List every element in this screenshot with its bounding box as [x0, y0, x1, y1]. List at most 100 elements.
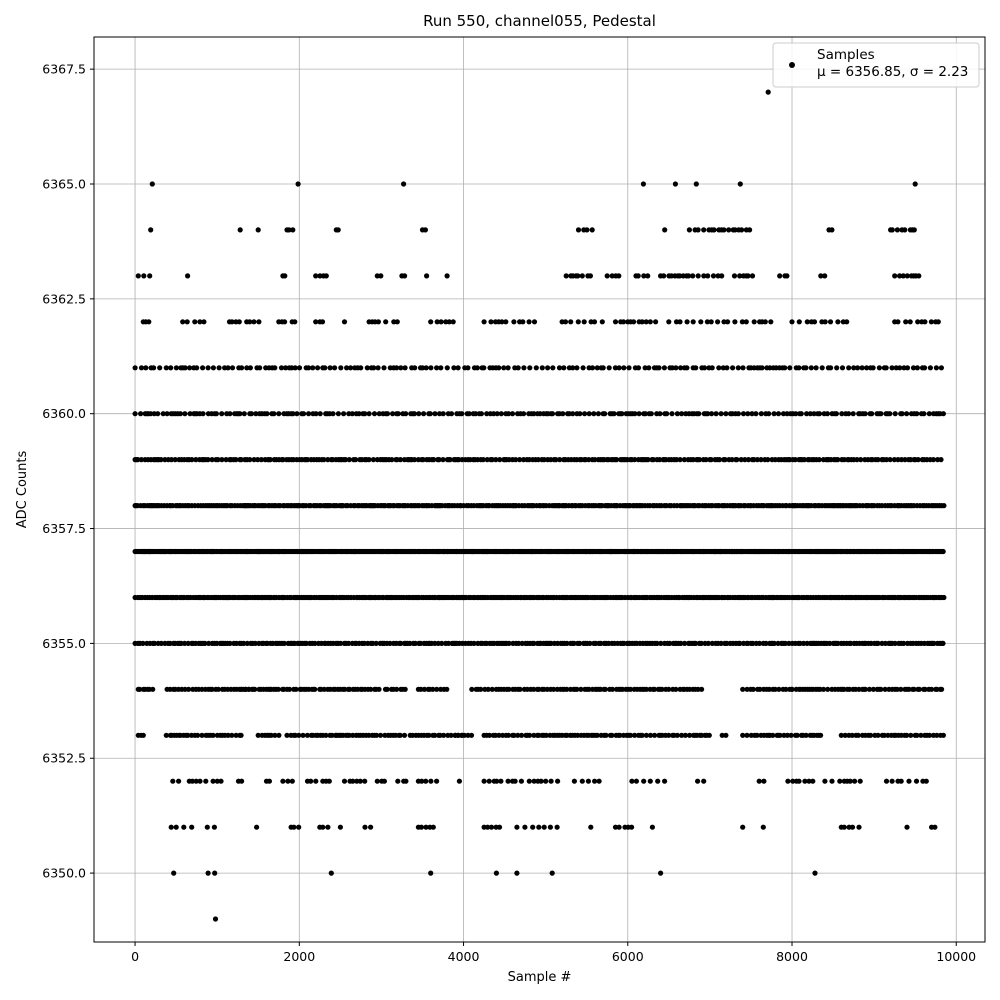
data-point [589, 227, 595, 233]
data-point [578, 686, 584, 692]
data-point [521, 365, 527, 371]
data-point [653, 319, 659, 325]
data-point [792, 457, 798, 463]
chart-title: Run 550, channel055, Pedestal [423, 12, 656, 30]
data-point [526, 319, 532, 325]
data-point [602, 411, 608, 417]
data-point [776, 686, 782, 692]
data-point [292, 365, 298, 371]
data-point [704, 319, 711, 325]
data-point [922, 365, 928, 371]
data-point [617, 732, 623, 738]
data-point [155, 411, 161, 417]
x-tick-label: 10000 [936, 949, 976, 964]
data-point [189, 778, 195, 784]
data-point [669, 411, 675, 417]
data-point [758, 411, 764, 417]
data-point [941, 594, 947, 601]
data-point [403, 411, 409, 417]
data-point [875, 732, 881, 738]
data-point [321, 457, 327, 463]
data-point [705, 273, 711, 279]
data-point [651, 686, 658, 692]
data-point [838, 732, 844, 738]
data-point [816, 411, 823, 417]
data-point [626, 365, 632, 371]
data-point [846, 686, 853, 692]
data-point [564, 640, 570, 647]
y-tick-label: 6357.5 [42, 521, 86, 536]
data-point [412, 365, 418, 371]
data-point [685, 273, 692, 279]
data-point [313, 273, 319, 279]
data-point [575, 273, 581, 279]
data-point [819, 365, 825, 371]
data-point [212, 916, 219, 922]
data-point [765, 457, 771, 463]
data-point [173, 365, 179, 371]
data-point [506, 640, 512, 647]
data-point [348, 365, 354, 371]
data-point [808, 365, 814, 371]
data-point [923, 778, 929, 784]
data-point [827, 640, 833, 647]
data-point [489, 457, 495, 463]
data-point [678, 365, 684, 371]
data-point [353, 457, 359, 463]
data-point [514, 824, 520, 830]
data-point [514, 870, 520, 876]
data-point [168, 824, 174, 830]
data-point [790, 778, 796, 784]
data-point [655, 778, 661, 784]
data-point [189, 457, 195, 463]
data-point [227, 411, 233, 417]
data-point [204, 824, 210, 830]
data-point [737, 181, 743, 187]
data-point [669, 365, 675, 371]
data-point [428, 319, 434, 325]
data-point [674, 732, 680, 738]
data-point [177, 411, 183, 417]
data-point [876, 365, 883, 371]
data-point [581, 319, 587, 325]
data-point [734, 457, 740, 463]
data-point [138, 411, 144, 417]
data-point [419, 365, 426, 371]
data-point [247, 365, 253, 371]
data-point [775, 411, 782, 417]
data-point [803, 365, 809, 371]
data-point [312, 640, 318, 647]
data-point [647, 732, 654, 738]
data-point [364, 365, 370, 371]
data-point [267, 457, 273, 463]
data-point [822, 319, 828, 325]
data-point [168, 457, 175, 463]
data-point [140, 732, 146, 738]
data-point [855, 365, 861, 371]
data-point [511, 732, 517, 738]
data-point [721, 319, 727, 325]
data-point [866, 686, 873, 692]
data-point [737, 273, 743, 279]
data-point [740, 824, 746, 830]
data-point [571, 640, 577, 647]
data-point [505, 411, 512, 417]
data-point [292, 319, 298, 325]
data-point [887, 457, 893, 463]
data-point [621, 365, 627, 371]
data-point [422, 227, 428, 233]
data-point [187, 411, 193, 417]
data-point [194, 365, 200, 371]
data-point [412, 640, 418, 647]
data-point [762, 319, 768, 325]
data-point [875, 457, 881, 463]
data-point [645, 457, 651, 463]
data-point [592, 778, 598, 784]
data-point [210, 365, 216, 371]
data-point [215, 686, 221, 692]
data-point [788, 732, 794, 738]
data-point [513, 457, 519, 463]
data-point [616, 273, 622, 279]
data-point [609, 273, 615, 279]
data-point [930, 457, 937, 463]
